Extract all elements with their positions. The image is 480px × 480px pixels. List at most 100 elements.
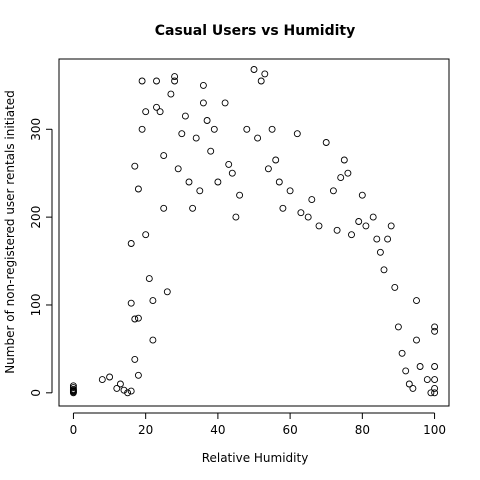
- data-point: [394, 323, 402, 331]
- data-point: [134, 371, 142, 379]
- data-point: [210, 125, 218, 133]
- data-point: [373, 235, 381, 243]
- data-point: [297, 209, 305, 217]
- data-point: [236, 191, 244, 199]
- data-point: [391, 283, 399, 291]
- data-point: [196, 187, 204, 195]
- data-point: [286, 187, 294, 195]
- x-axis-label: Relative Humidity: [202, 451, 309, 465]
- data-point: [142, 231, 150, 239]
- data-point: [127, 299, 135, 307]
- x-tick-label: 40: [210, 423, 225, 437]
- data-point: [243, 125, 251, 133]
- data-point: [181, 112, 189, 120]
- data-point: [69, 382, 77, 390]
- data-point: [315, 222, 323, 230]
- data-point: [138, 77, 146, 85]
- data-point: [134, 314, 142, 322]
- data-point: [192, 134, 200, 142]
- data-point: [322, 139, 330, 146]
- data-point: [398, 349, 406, 357]
- data-point: [279, 204, 287, 212]
- data-point: [153, 77, 160, 85]
- x-tick-label: 60: [282, 423, 297, 437]
- data-point: [308, 196, 316, 204]
- data-point: [405, 380, 413, 388]
- data-point: [293, 130, 301, 138]
- data-point: [106, 373, 114, 381]
- data-point: [257, 77, 265, 85]
- y-axis: 0 100 200 300: [29, 118, 53, 397]
- x-tick-label: 80: [355, 423, 370, 437]
- data-point: [264, 165, 272, 173]
- data-point: [387, 222, 395, 230]
- data-point: [127, 240, 135, 247]
- data-point: [149, 336, 157, 344]
- data-point: [142, 108, 150, 116]
- y-tick-label: 200: [29, 206, 43, 229]
- data-point: [304, 213, 312, 221]
- data-point: [171, 77, 179, 85]
- chart-title: Casual Users vs Humidity: [155, 23, 356, 39]
- data-point: [275, 178, 283, 186]
- data-point: [344, 169, 352, 177]
- data-point: [156, 108, 164, 116]
- data-point: [199, 81, 207, 89]
- data-point: [145, 275, 153, 283]
- data-point: [333, 226, 341, 234]
- data-point: [69, 384, 77, 392]
- data-point: [174, 165, 182, 173]
- x-tick-label: 0: [70, 423, 78, 437]
- data-point: [402, 367, 410, 375]
- data-point: [250, 66, 258, 73]
- data-point: [189, 204, 197, 212]
- data-point: [416, 363, 424, 370]
- data-point: [134, 185, 142, 193]
- data-point: [149, 297, 157, 305]
- data-point: [362, 222, 370, 230]
- data-point: [409, 384, 417, 392]
- data-point: [272, 156, 280, 164]
- data-point: [261, 70, 269, 78]
- data-point: [376, 248, 384, 256]
- data-point: [185, 178, 193, 186]
- data-point: [221, 99, 229, 107]
- data-point: [340, 156, 348, 164]
- data-point: [153, 103, 160, 111]
- y-axis-label: Number of non-registered user rentals in…: [3, 90, 17, 374]
- data-point: [178, 130, 186, 138]
- data-point: [228, 169, 236, 177]
- data-point: [138, 125, 146, 133]
- data-point: [167, 90, 175, 98]
- data-point: [427, 389, 435, 397]
- data-point: [431, 376, 439, 384]
- data-point: [207, 147, 215, 155]
- x-tick-label: 20: [138, 423, 153, 437]
- data-point: [131, 355, 139, 363]
- data-point: [431, 327, 439, 335]
- plot-frame: [58, 58, 450, 407]
- data-point: [116, 380, 124, 388]
- y-tick-label: 0: [29, 389, 43, 397]
- data-point: [380, 266, 388, 274]
- data-point: [423, 376, 431, 384]
- data-point: [160, 152, 168, 160]
- data-point: [337, 174, 345, 182]
- data-point: [199, 99, 207, 107]
- data-point: [413, 336, 420, 344]
- x-tick-label: 100: [423, 423, 446, 437]
- y-tick-label: 300: [29, 118, 43, 141]
- x-axis: 0 20 40 60 80 100: [70, 412, 446, 437]
- data-point: [232, 213, 240, 221]
- data-point: [355, 218, 363, 225]
- data-point: [384, 235, 392, 243]
- data-point: [171, 73, 179, 81]
- data-point: [131, 162, 139, 170]
- data-point: [127, 387, 135, 395]
- data-point: [131, 315, 139, 323]
- data-point: [431, 389, 439, 397]
- data-points: [69, 66, 439, 397]
- data-point: [348, 231, 355, 239]
- data-point: [369, 213, 377, 221]
